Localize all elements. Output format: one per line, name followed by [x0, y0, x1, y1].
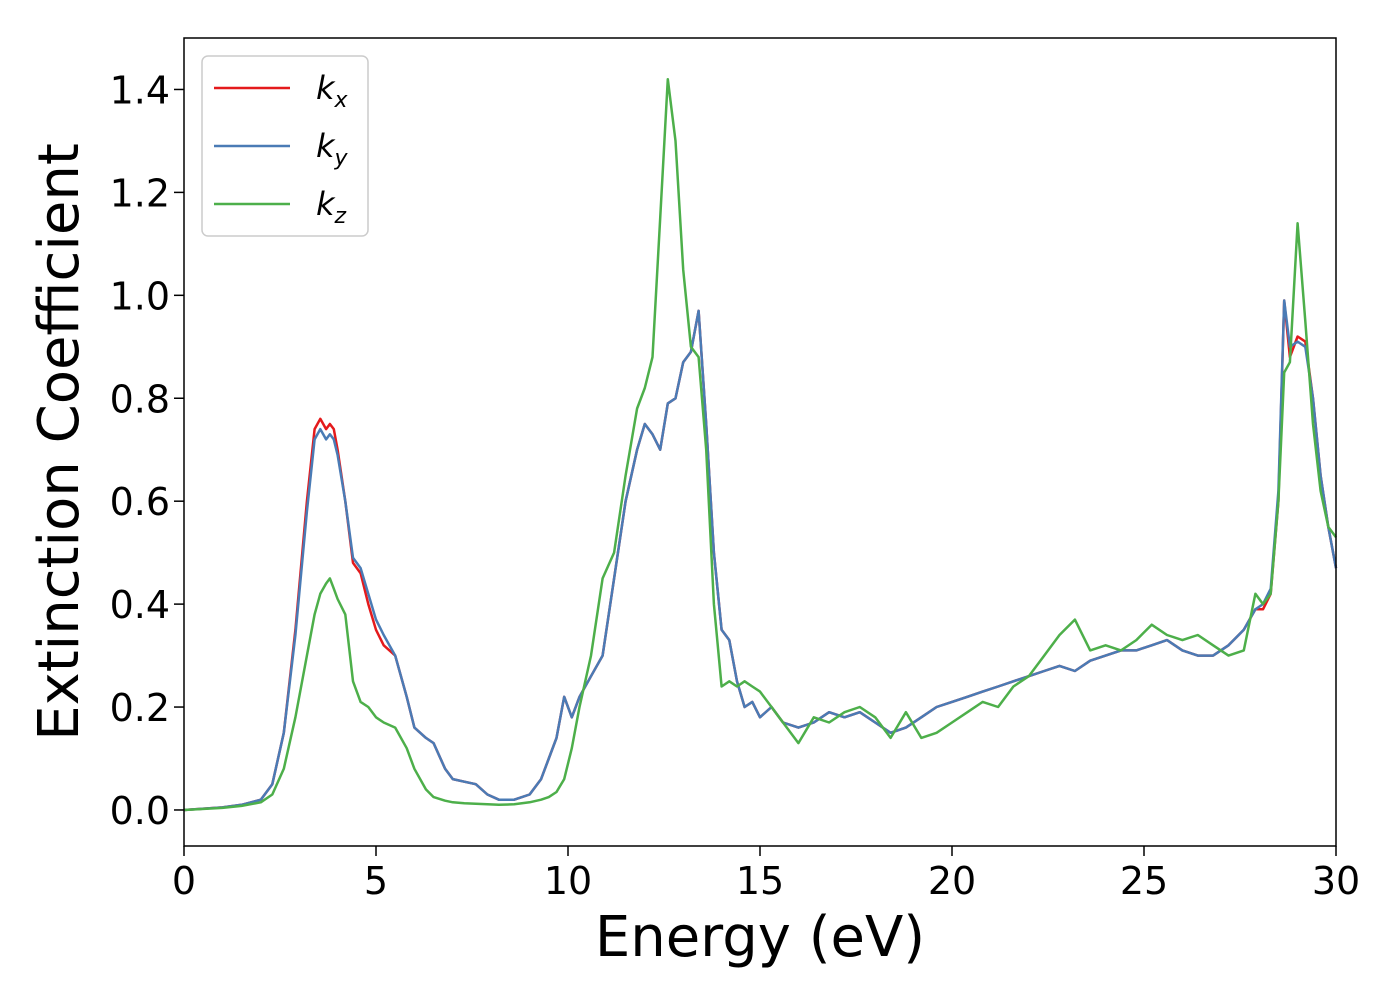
series-line-ky — [183, 299, 1338, 812]
x-tick-label: 15 — [736, 859, 784, 903]
y-tick-label: 1.0 — [110, 274, 170, 318]
series-line-kz — [183, 77, 1338, 812]
x-tick-label: 5 — [364, 859, 388, 903]
y-tick-label: 1.2 — [110, 171, 170, 215]
x-tick-label: 25 — [1120, 859, 1168, 903]
y-tick-label: 0.8 — [110, 377, 170, 421]
x-tick-label: 20 — [928, 859, 976, 903]
x-tick-label: 10 — [544, 859, 592, 903]
legend-label-kx: kx — [316, 69, 349, 113]
y-tick-label: 0.0 — [110, 789, 170, 833]
x-tick-label: 0 — [172, 859, 196, 903]
y-tick-label: 1.4 — [110, 68, 170, 112]
y-tick-label: 0.2 — [110, 686, 170, 730]
plot-frame — [183, 37, 1337, 847]
x-tick-label: 30 — [1312, 859, 1360, 903]
legend-label-ky: ky — [316, 127, 349, 171]
x-axis-title: Energy (eV) — [595, 905, 925, 970]
y-tick-label: 0.4 — [110, 583, 170, 627]
tick-layer: 0 5 10 15 20 25 30 0.0 0.2 0.4 0.6 0.8 1.0 1.2 1.4 — [110, 68, 1361, 903]
series-line-kx — [183, 299, 1338, 812]
y-tick-label: 0.6 — [110, 480, 170, 524]
series-layer — [183, 77, 1338, 812]
y-axis-title: Extinction Coefficient — [27, 143, 92, 741]
